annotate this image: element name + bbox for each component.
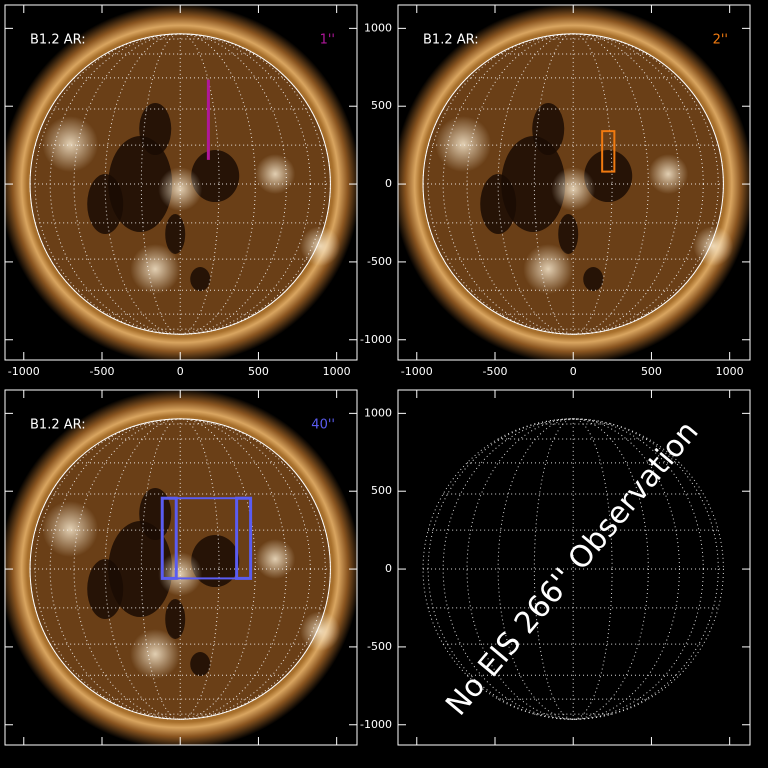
x-tick-label: 0	[177, 365, 184, 378]
x-tick-label: -1000	[401, 365, 433, 378]
longitude	[34, 33, 326, 335]
active-region	[158, 552, 203, 597]
coronal-hole	[108, 521, 173, 618]
coronal-hole	[139, 103, 172, 156]
x-tick-label: 500	[248, 365, 269, 378]
panel-label: B1.2 AR:	[30, 418, 86, 433]
coronal-hole	[480, 174, 517, 235]
raster-box	[601, 130, 616, 173]
active-region	[255, 154, 296, 195]
longitude	[34, 418, 326, 720]
panel	[398, 5, 750, 360]
active-region	[693, 226, 734, 267]
x-tick-label: 1000	[716, 365, 744, 378]
panel	[5, 390, 357, 745]
y-tick-label: -1000	[360, 718, 392, 731]
active-region	[300, 611, 341, 652]
coronal-hole	[87, 559, 124, 620]
coronal-hole	[190, 267, 211, 292]
active-region	[648, 154, 689, 195]
y-tick-label: -500	[367, 255, 392, 268]
raster-edge	[235, 496, 253, 580]
longitude	[427, 418, 719, 720]
coronal-hole	[139, 488, 172, 541]
longitude	[104, 33, 256, 335]
y-tick-label: 1000	[364, 406, 392, 419]
coronal-hole	[501, 136, 566, 233]
x-tick-label: -1000	[8, 365, 40, 378]
active-region	[523, 244, 574, 295]
y-tick-label: -500	[367, 640, 392, 653]
active-region	[130, 629, 181, 680]
x-tick-label: 0	[570, 365, 577, 378]
panel-label: B1.2 AR:	[30, 33, 86, 48]
coronal-hole	[191, 535, 240, 588]
y-tick-label: 0	[385, 177, 392, 190]
coronal-hole	[558, 214, 579, 255]
coronal-hole	[165, 214, 186, 255]
coronal-hole	[165, 599, 186, 640]
frame	[397, 389, 751, 746]
panel-label: B1.2 AR:	[423, 33, 479, 48]
coronal-hole	[584, 150, 633, 203]
coronal-hole	[190, 652, 211, 677]
active-region	[255, 539, 296, 580]
coronal-hole	[532, 103, 565, 156]
slit-label: 2''	[713, 33, 728, 48]
longitude	[497, 418, 649, 720]
x-tick-label: 500	[641, 365, 662, 378]
frame	[4, 4, 358, 361]
frame	[4, 389, 358, 746]
coronal-hole	[583, 267, 604, 292]
raster-edge	[160, 496, 178, 580]
active-region	[435, 116, 492, 173]
slit-label: 1''	[320, 33, 335, 48]
slit-label: 40''	[311, 418, 335, 433]
active-region	[130, 244, 181, 295]
active-region	[42, 501, 99, 558]
active-region	[158, 167, 203, 212]
y-tick-label: 1000	[364, 21, 392, 34]
y-tick-label: -1000	[360, 333, 392, 346]
y-tick-label: 0	[385, 562, 392, 575]
coronal-hole	[87, 174, 124, 235]
longitude	[427, 33, 719, 335]
x-tick-label: -500	[483, 365, 508, 378]
y-tick-label: 500	[371, 484, 392, 497]
active-region	[42, 116, 99, 173]
panel	[5, 5, 357, 360]
coronal-hole	[191, 150, 240, 203]
y-tick-label: 500	[371, 99, 392, 112]
frame	[397, 4, 751, 361]
coronal-hole	[108, 136, 173, 233]
active-region	[551, 167, 596, 212]
longitude	[497, 33, 649, 335]
longitude	[104, 418, 256, 720]
active-region	[300, 226, 341, 267]
x-tick-label: 1000	[323, 365, 351, 378]
x-tick-label: -500	[90, 365, 115, 378]
